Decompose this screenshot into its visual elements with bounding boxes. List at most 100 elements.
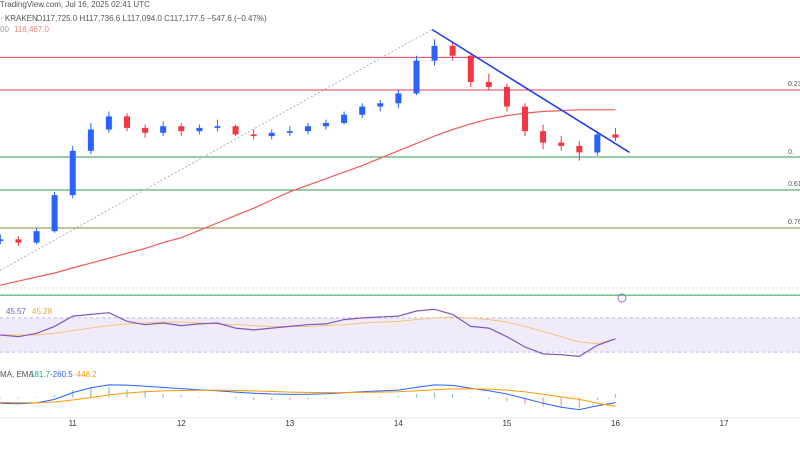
rsi-band bbox=[0, 317, 800, 353]
candle-body bbox=[576, 145, 583, 153]
macd-histogram-bar bbox=[253, 397, 255, 400]
source-label: TradingView.com, Jul 16, 2025 02:41 UTC bbox=[0, 0, 150, 9]
fib-label: 0. bbox=[788, 149, 794, 156]
candle-body bbox=[232, 126, 239, 135]
x-tick-label: 14 bbox=[394, 419, 403, 428]
alert-icon bbox=[617, 293, 627, 303]
macd-histogram-bar bbox=[614, 393, 617, 398]
macd-histogram-bar bbox=[560, 397, 562, 408]
macd-histogram-bar bbox=[325, 397, 327, 399]
macd-histogram-bar bbox=[452, 394, 454, 398]
candle-body bbox=[69, 150, 76, 196]
candle-body bbox=[214, 126, 221, 128]
candle-body bbox=[304, 126, 311, 132]
rsi-ma-value: 45.28 bbox=[32, 307, 53, 316]
fib-label: 0.76 bbox=[788, 219, 800, 226]
macd-histogram-bar bbox=[506, 397, 508, 402]
macd-histogram-bar bbox=[524, 397, 526, 405]
fib-label: 0.23 bbox=[788, 81, 800, 88]
candle-body bbox=[51, 195, 58, 232]
macd-histogram-bar bbox=[596, 397, 598, 400]
macd-line bbox=[0, 384, 616, 411]
x-tick-label: 11 bbox=[69, 419, 78, 428]
macd-histogram-bar bbox=[35, 397, 38, 398]
macd-histogram-bar bbox=[470, 396, 472, 398]
macd-histogram-bar bbox=[397, 395, 399, 398]
x-tick-label: 12 bbox=[177, 419, 186, 428]
candle-body bbox=[322, 122, 329, 127]
x-tick-label: 16 bbox=[611, 419, 620, 428]
macd-value: -260.5 bbox=[50, 370, 73, 379]
macd-histogram-bar bbox=[72, 390, 74, 398]
trend-line bbox=[431, 28, 631, 154]
candle-body bbox=[359, 106, 366, 115]
rsi-line bbox=[0, 308, 616, 358]
symbol-label: · KRAKEN bbox=[0, 14, 38, 23]
signal-value: -448.2 bbox=[74, 370, 97, 379]
macd-histogram-bar bbox=[343, 397, 345, 398]
macd-histogram-bar bbox=[90, 387, 92, 398]
candle-body bbox=[449, 45, 456, 56]
candle-body bbox=[87, 129, 94, 151]
candle-body bbox=[377, 103, 384, 107]
fib-label: 0.61 bbox=[788, 181, 800, 188]
macd-histogram-bar bbox=[108, 387, 110, 398]
candle-body bbox=[178, 126, 185, 132]
candle-body bbox=[431, 45, 438, 61]
macd-histogram-bar bbox=[361, 396, 363, 398]
macd-histogram-bar bbox=[234, 397, 237, 400]
rsi-value: 45.57 bbox=[6, 307, 27, 316]
candle-body bbox=[124, 116, 131, 128]
moving-average bbox=[0, 109, 616, 286]
x-tick-label: 13 bbox=[285, 419, 294, 428]
x-tick-label: 15 bbox=[502, 419, 511, 428]
candle-body bbox=[503, 86, 510, 107]
candle-body bbox=[142, 127, 149, 133]
candle-body bbox=[268, 132, 275, 137]
candle-body bbox=[558, 142, 565, 146]
macd-histogram-bar bbox=[180, 395, 182, 398]
macd-histogram-bar bbox=[542, 397, 544, 407]
candle-body bbox=[15, 239, 22, 243]
macd-histogram-bar bbox=[307, 397, 309, 400]
candle-body bbox=[395, 93, 402, 104]
macd-histogram-bar bbox=[271, 397, 273, 401]
rsi-ma-line bbox=[0, 316, 616, 345]
macd-histogram-bar bbox=[162, 394, 164, 398]
candle-body bbox=[105, 116, 112, 130]
signal-line bbox=[0, 388, 616, 407]
candle-body bbox=[522, 106, 529, 132]
macd-histogram-bar bbox=[17, 397, 20, 399]
ma-legend-label: 00 bbox=[0, 25, 9, 34]
macd-histogram-bar bbox=[433, 392, 436, 398]
candle-body bbox=[286, 131, 293, 133]
candle-body bbox=[0, 239, 4, 241]
candle-body bbox=[485, 81, 492, 87]
macd-histogram-bar bbox=[379, 396, 381, 398]
candle-body bbox=[594, 134, 601, 153]
macd-histogram-bar bbox=[488, 397, 490, 400]
candle-body bbox=[160, 126, 167, 133]
macd-histogram-bar bbox=[53, 394, 56, 398]
ma-legend-value: 118,467.0 bbox=[14, 25, 50, 34]
macd-histogram-bar bbox=[289, 397, 291, 400]
macd-hist-value: 181.7 bbox=[30, 370, 51, 379]
macd-histogram-bar bbox=[0, 397, 1, 399]
macd-histogram-bar bbox=[578, 397, 580, 408]
macd-name: MA, EMA bbox=[0, 370, 34, 379]
candle-body bbox=[413, 60, 420, 94]
macd-histogram-bar bbox=[144, 392, 146, 398]
candle-body bbox=[612, 134, 619, 138]
candle-body bbox=[196, 127, 203, 132]
macd-histogram-bar bbox=[198, 396, 201, 398]
macd-histogram-bar bbox=[216, 397, 219, 398]
macd-histogram-bar bbox=[126, 389, 128, 398]
x-tick-label: 17 bbox=[720, 419, 729, 428]
ohlc-label: O117,725.0 H117,736.6 L117,094.0 C117,17… bbox=[36, 14, 267, 23]
candle-body bbox=[467, 55, 474, 82]
candle-body bbox=[33, 231, 40, 243]
candle-body bbox=[540, 131, 547, 143]
candle-body bbox=[250, 134, 257, 137]
